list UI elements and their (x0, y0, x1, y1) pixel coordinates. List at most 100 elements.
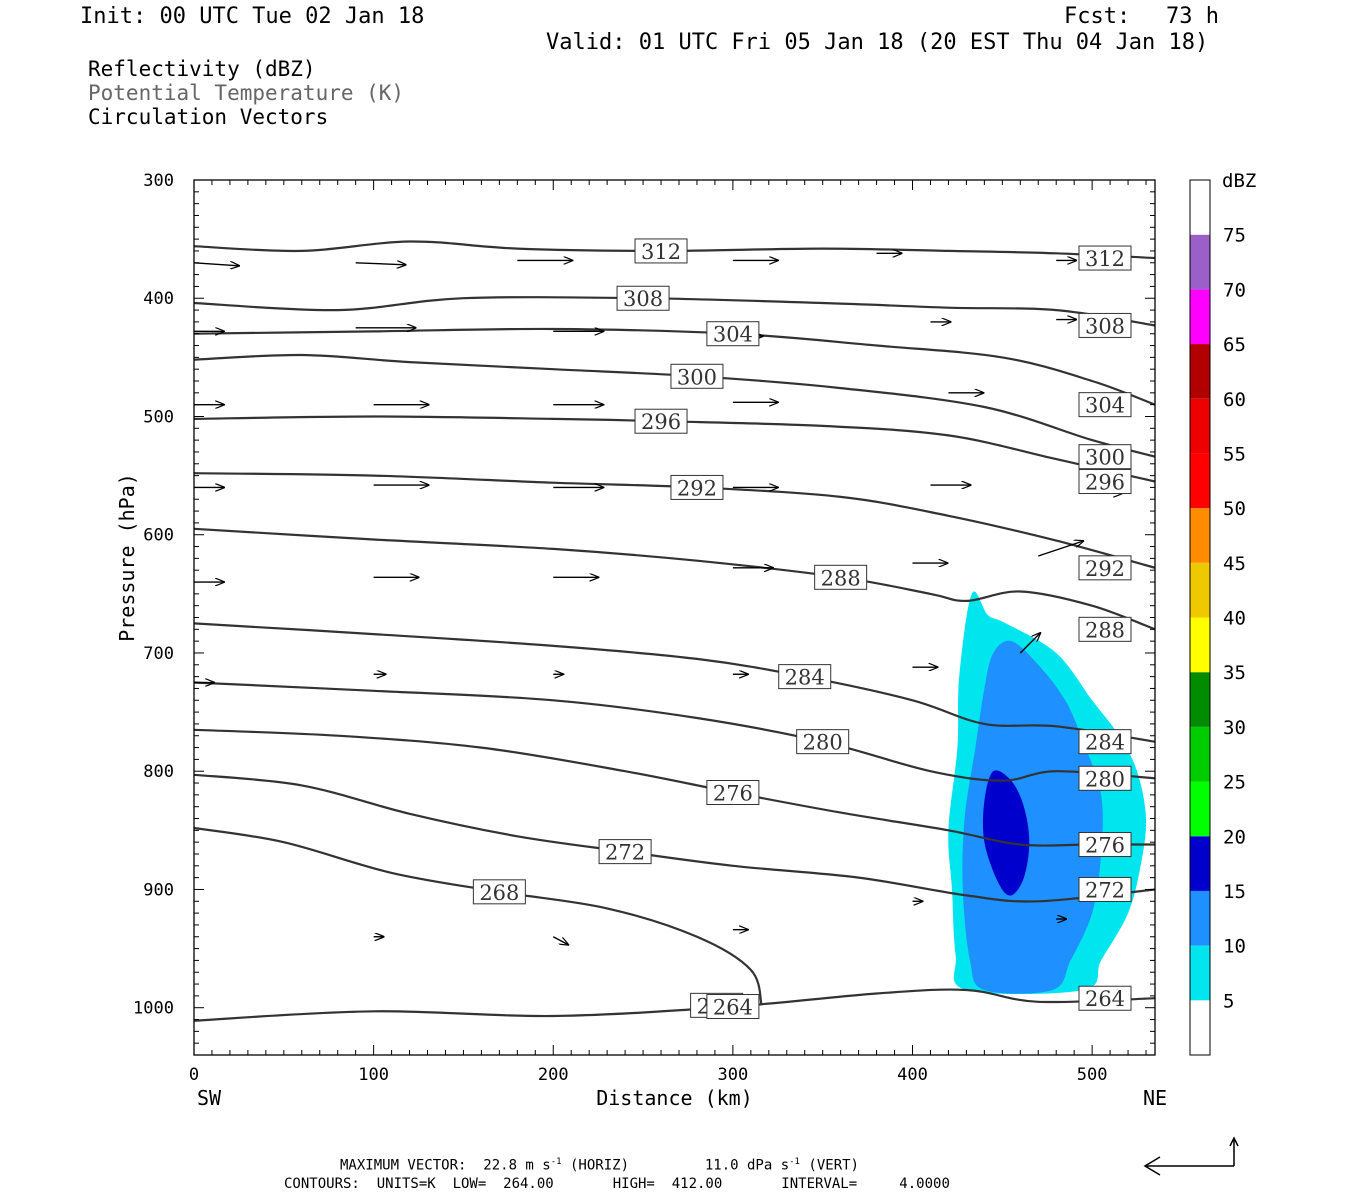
y-tick-label: 500 (143, 407, 174, 427)
colorbar-swatch (1190, 453, 1210, 509)
valid-time: Valid: 01 UTC Fri 05 Jan 18 (20 EST Thu … (546, 30, 1209, 55)
theta-label-264: 264 (1078, 985, 1132, 1011)
theta-label-box (670, 474, 724, 500)
colorbar-unit: dBZ (1222, 170, 1256, 192)
colorbar-level-label: 10 (1223, 936, 1246, 958)
theta-label-box (1078, 616, 1132, 642)
reflectivity-area-15dbz (982, 770, 1030, 896)
y-tick-label: 700 (143, 644, 174, 664)
theta-label-text: 292 (1085, 557, 1125, 581)
theta-label-264: 264 (706, 994, 760, 1020)
theta-label-box (472, 879, 526, 905)
theta-label-280: 280 (1078, 765, 1132, 791)
max-vector-note: MAXIMUM VECTOR: 22.8 m s-1 (HORIZ) 11.0 … (340, 1157, 859, 1174)
theta-label-box (1078, 876, 1132, 902)
theta-label-text: 300 (1085, 446, 1125, 470)
theta-label-284: 284 (1078, 729, 1132, 755)
theta-label-box (814, 564, 868, 590)
colorbar-swatch (1190, 234, 1210, 290)
y-tick-label: 900 (143, 880, 174, 900)
theta-label-280: 280 (796, 729, 850, 755)
theta-label-box (670, 363, 724, 389)
theta-label-text: 300 (677, 365, 717, 389)
theta-label-box (1078, 312, 1132, 338)
field-circulation-vectors: Circulation Vectors (88, 105, 329, 129)
theta-label-308: 308 (616, 285, 670, 311)
y-tick-label: 1000 (133, 999, 174, 1019)
theta-label-box (706, 780, 760, 805)
contour-labels: 312 3123083083043043003002962962922922882… (472, 238, 1132, 1020)
x-tick-label: 400 (897, 1065, 928, 1085)
colorbar-level-label: 45 (1223, 553, 1246, 575)
x-axis-title: Distance (km) (596, 1086, 753, 1110)
colorbar-swatch (1190, 180, 1210, 235)
reflectivity-shading (948, 591, 1147, 995)
colorbar-level-label: 25 (1223, 772, 1246, 794)
theta-label-box (1078, 444, 1132, 470)
theta-label-304: 304 (706, 321, 760, 347)
theta-label-text: 292 (677, 476, 717, 500)
theta-label-text: 264 (713, 996, 753, 1020)
theta-label-292: 292 (670, 474, 724, 500)
colorbar-swatch (1190, 562, 1210, 618)
theta-label-box (616, 285, 670, 311)
theta-label-296: 296 (634, 408, 688, 434)
theta-label-text: 276 (713, 782, 753, 806)
colorbar-swatch (1190, 617, 1210, 673)
reflectivity-area-10dbz (962, 640, 1103, 994)
colorbar-level-label: 15 (1223, 881, 1246, 903)
dbz-colorbar: 5 10 15 20 25 30 35 40 45 50 55 60 65 70 75 dBZ (1189, 170, 1256, 1056)
theta-label-284: 284 (778, 664, 832, 690)
circulation-vector (355, 263, 406, 265)
max-vector-horiz: MAXIMUM VECTOR: 22.8 m s (340, 1157, 551, 1174)
theta-label-text: 264 (1085, 987, 1125, 1011)
x-tick-label: 0 (189, 1065, 199, 1085)
vector-scale-legend (1143, 1136, 1239, 1176)
theta-label-text: 272 (605, 841, 645, 865)
colorbar-swatch (1190, 508, 1210, 563)
circulation-vector (1019, 633, 1040, 654)
theta-label-text: 284 (785, 666, 825, 690)
theta-label-text: 272 (1085, 878, 1125, 902)
theta-label-text: 304 (1085, 394, 1125, 418)
colorbar-swatch (1190, 836, 1210, 891)
circulation-vectors (194, 253, 1127, 944)
colorbar-level-label: 35 (1223, 662, 1246, 684)
colorbar-level-label: 60 (1223, 389, 1246, 411)
theta-label-box (634, 408, 688, 434)
y-tick-label: 800 (143, 762, 174, 782)
theta-label-312: 312 (1078, 245, 1132, 271)
theta-contour-308 (194, 296, 1155, 327)
y-tick-label: 400 (143, 289, 174, 309)
theta-contour-268 (194, 826, 763, 1006)
colorbar-level-label: 30 (1223, 717, 1246, 739)
theta-label-box (706, 994, 760, 1020)
circulation-vector (552, 936, 568, 945)
colorbar-level-label: 40 (1223, 608, 1246, 630)
init-time: Init: 00 UTC Tue 02 Jan 18 (80, 4, 425, 29)
colorbar-swatch (1190, 945, 1210, 1001)
field-potential-temperature: Potential Temperature (K) (88, 81, 405, 105)
circulation-vector (194, 263, 239, 266)
axes: 0 100 200 300 400 500 300 400 500 600 700 800 900 100… (115, 171, 1167, 1110)
theta-contour-288 (194, 527, 1155, 631)
theta-label-296: 296 (1078, 469, 1132, 495)
forecast-label: Fcst: (1064, 4, 1131, 29)
theta-contour-272 (194, 773, 1155, 903)
y-axis-title: Pressure (hPa) (115, 473, 139, 642)
colorbar-swatch (1190, 289, 1210, 345)
theta-label-268: 268 (472, 879, 526, 905)
x-tick-label: 300 (718, 1065, 749, 1085)
theta-contour-284 (194, 622, 1155, 743)
theta-label-272: 272 (598, 839, 652, 865)
theta-label-292: 292 (1078, 555, 1132, 581)
y-tick-label: 300 (143, 171, 174, 191)
x-tick-label: 500 (1077, 1065, 1108, 1085)
theta-label-box (778, 664, 832, 690)
field-reflectivity: Reflectivity (dBZ) (88, 57, 316, 81)
theta-label-text: 312 (1085, 247, 1125, 271)
theta-label-box (1078, 729, 1132, 755)
colorbar-swatch (1190, 890, 1210, 946)
colorbar-level-label: 55 (1223, 443, 1246, 465)
